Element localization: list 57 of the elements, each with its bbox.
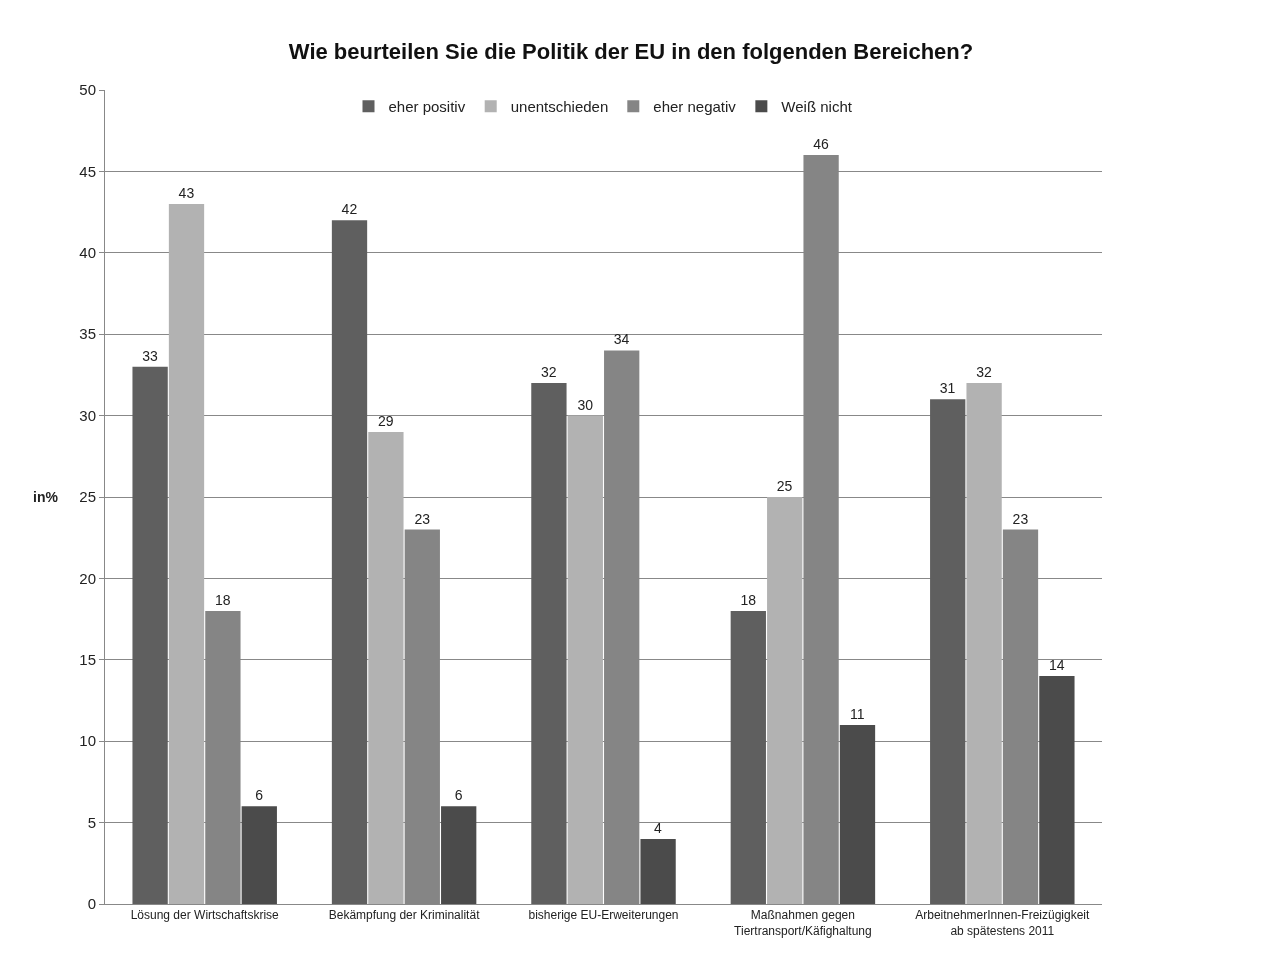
data-label: 23 [1012, 510, 1029, 527]
legend-label: Weiß nicht [781, 98, 853, 116]
data-label: 31 [939, 380, 956, 397]
data-label: 46 [813, 136, 829, 153]
data-label: 11 [850, 705, 865, 722]
x-tick-label: Lösung der Wirtschaftskrise [130, 908, 280, 923]
data-label: 23 [414, 510, 431, 527]
data-label: 25 [776, 478, 793, 494]
data-label: 42 [341, 201, 358, 218]
legend-label: eher negativ [653, 98, 737, 116]
data-label: 32 [976, 364, 992, 381]
bar [331, 220, 368, 904]
bar [241, 806, 277, 904]
data-label: 34 [613, 331, 630, 348]
bar [1039, 676, 1075, 904]
legend-label: eher positiv [388, 98, 466, 116]
legend-label: unentschieden [510, 98, 609, 116]
bar [930, 399, 966, 904]
bar [730, 610, 766, 904]
data-label: 29 [378, 412, 394, 429]
bar [168, 203, 205, 904]
y-tick-label: 35 [79, 325, 96, 343]
data-label: 18 [215, 591, 231, 608]
y-tick-label: 50 [79, 81, 96, 99]
y-tick-label: 0 [87, 895, 96, 913]
data-label: 4 [654, 819, 663, 836]
bar [567, 415, 603, 904]
bar [966, 383, 1002, 904]
data-label: 6 [454, 787, 463, 804]
y-axis-title: in% [33, 489, 59, 505]
data-label: 6 [255, 787, 264, 804]
bar [441, 806, 477, 904]
y-tick-label: 45 [79, 162, 96, 180]
y-tick-label: 30 [79, 406, 96, 424]
data-label: 14 [1049, 657, 1065, 674]
x-tick-label: ArbeitnehmerInnen-Freizügigkeit ab spätestens 2011 [915, 908, 1091, 938]
y-tick-label: 15 [79, 651, 96, 669]
bar [132, 366, 168, 904]
x-tick-label: Maßnahmen gegen Tiertransport/Käfighaltung [734, 908, 872, 938]
bar [531, 383, 567, 904]
y-tick-label: 25 [79, 488, 96, 506]
data-label: 18 [740, 591, 757, 608]
data-label: 43 [178, 184, 195, 201]
data-label: 33 [142, 347, 158, 364]
data-label: 32 [541, 364, 557, 381]
y-tick-label: 40 [79, 244, 96, 262]
x-tick-label: bisherige EU-Erweiterungen [528, 908, 679, 923]
chart-title: Wie beurteilen Sie die Politik der EU in den folgenden Bereichen? [288, 39, 974, 65]
data-label: 30 [577, 396, 594, 413]
bar [640, 838, 676, 904]
bar [839, 724, 876, 904]
x-tick-label: Bekämpfung der Kriminalität [328, 908, 481, 923]
y-tick-label: 20 [79, 569, 96, 587]
bar [767, 497, 803, 904]
y-tick-label: 10 [79, 732, 96, 750]
bar [368, 431, 404, 904]
y-tick-label: 5 [87, 813, 96, 831]
